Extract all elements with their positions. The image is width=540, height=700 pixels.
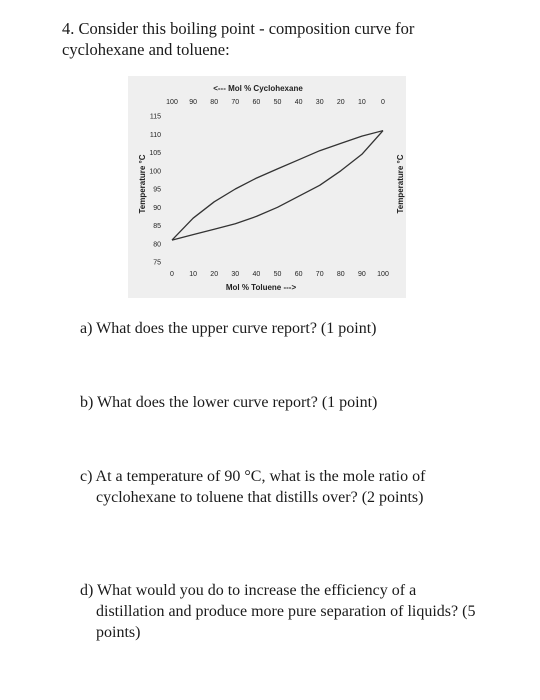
x-tick-top-label: 50 bbox=[274, 99, 282, 106]
part-c-line2: cyclohexane to toluene that distills ove… bbox=[96, 489, 424, 506]
x-tick-bottom-label: 60 bbox=[295, 271, 303, 278]
y-tick-label: 90 bbox=[153, 205, 161, 212]
question-title: 4. Consider this boiling point - composi… bbox=[62, 18, 482, 60]
x-tick-bottom-label: 30 bbox=[231, 271, 239, 278]
part-d-line2: distillation and produce more pure separ… bbox=[96, 603, 476, 620]
x-tick-top-label: 0 bbox=[381, 99, 385, 106]
x-tick-bottom-label: 40 bbox=[253, 271, 261, 278]
part-c-question: c) At a temperature of 90 °C, what is th… bbox=[80, 466, 480, 508]
question-title-line1: 4. Consider this boiling point - composi… bbox=[62, 19, 415, 38]
x-tick-top-label: 60 bbox=[253, 99, 261, 106]
x-tick-bottom-label: 0 bbox=[170, 271, 174, 278]
part-d-line1: d) What would you do to increase the eff… bbox=[80, 582, 417, 599]
x-tick-top-label: 70 bbox=[231, 99, 239, 106]
y-tick-label: 115 bbox=[150, 114, 161, 121]
y-tick-label: 75 bbox=[153, 260, 161, 267]
x-tick-top-label: 100 bbox=[166, 99, 178, 106]
lower-curve bbox=[171, 130, 384, 241]
y-tick-label: 85 bbox=[153, 223, 161, 230]
y-tick-label: 80 bbox=[153, 241, 161, 248]
x-tick-top-label: 80 bbox=[210, 99, 218, 106]
right-axis-label: Temperature °C bbox=[396, 154, 405, 213]
x-tick-top-label: 30 bbox=[316, 99, 324, 106]
part-d-question: d) What would you do to increase the eff… bbox=[80, 580, 480, 643]
x-tick-bottom-label: 50 bbox=[274, 271, 282, 278]
x-tick-bottom-label: 20 bbox=[210, 271, 218, 278]
y-tick-label: 105 bbox=[149, 150, 161, 157]
x-tick-top-label: 20 bbox=[337, 99, 345, 106]
chart-svg: <--- Mol % Cyclohexane Mol % Toluene ---… bbox=[138, 84, 405, 292]
y-tick-label: 95 bbox=[153, 187, 161, 194]
part-a-question: a) What does the upper curve report? (1 … bbox=[80, 320, 377, 337]
upper-curve bbox=[171, 129, 384, 241]
x-tick-top-label: 90 bbox=[189, 99, 197, 106]
part-c-line1: c) At a temperature of 90 °C, what is th… bbox=[80, 468, 426, 485]
x-tick-bottom-label: 10 bbox=[189, 271, 197, 278]
x-tick-bottom-label: 80 bbox=[337, 271, 345, 278]
y-tick-label: 110 bbox=[150, 132, 161, 139]
x-tick-top-label: 40 bbox=[295, 99, 303, 106]
part-d-line3: points) bbox=[96, 624, 141, 641]
part-b-question: b) What does the lower curve report? (1 … bbox=[80, 394, 378, 411]
x-tick-bottom-label: 90 bbox=[358, 271, 366, 278]
question-title-line2: cyclohexane and toluene: bbox=[62, 40, 230, 59]
bottom-axis-label: Mol % Toluene ---> bbox=[226, 283, 297, 292]
x-tick-bottom-label: 100 bbox=[377, 271, 389, 278]
y-tick-label: 100 bbox=[149, 168, 161, 175]
top-axis-label: <--- Mol % Cyclohexane bbox=[213, 84, 303, 93]
x-tick-top-label: 10 bbox=[358, 99, 366, 106]
boiling-point-chart: <--- Mol % Cyclohexane Mol % Toluene ---… bbox=[128, 76, 406, 298]
x-tick-bottom-label: 70 bbox=[316, 271, 324, 278]
left-axis-label: Temperature °C bbox=[138, 154, 147, 213]
